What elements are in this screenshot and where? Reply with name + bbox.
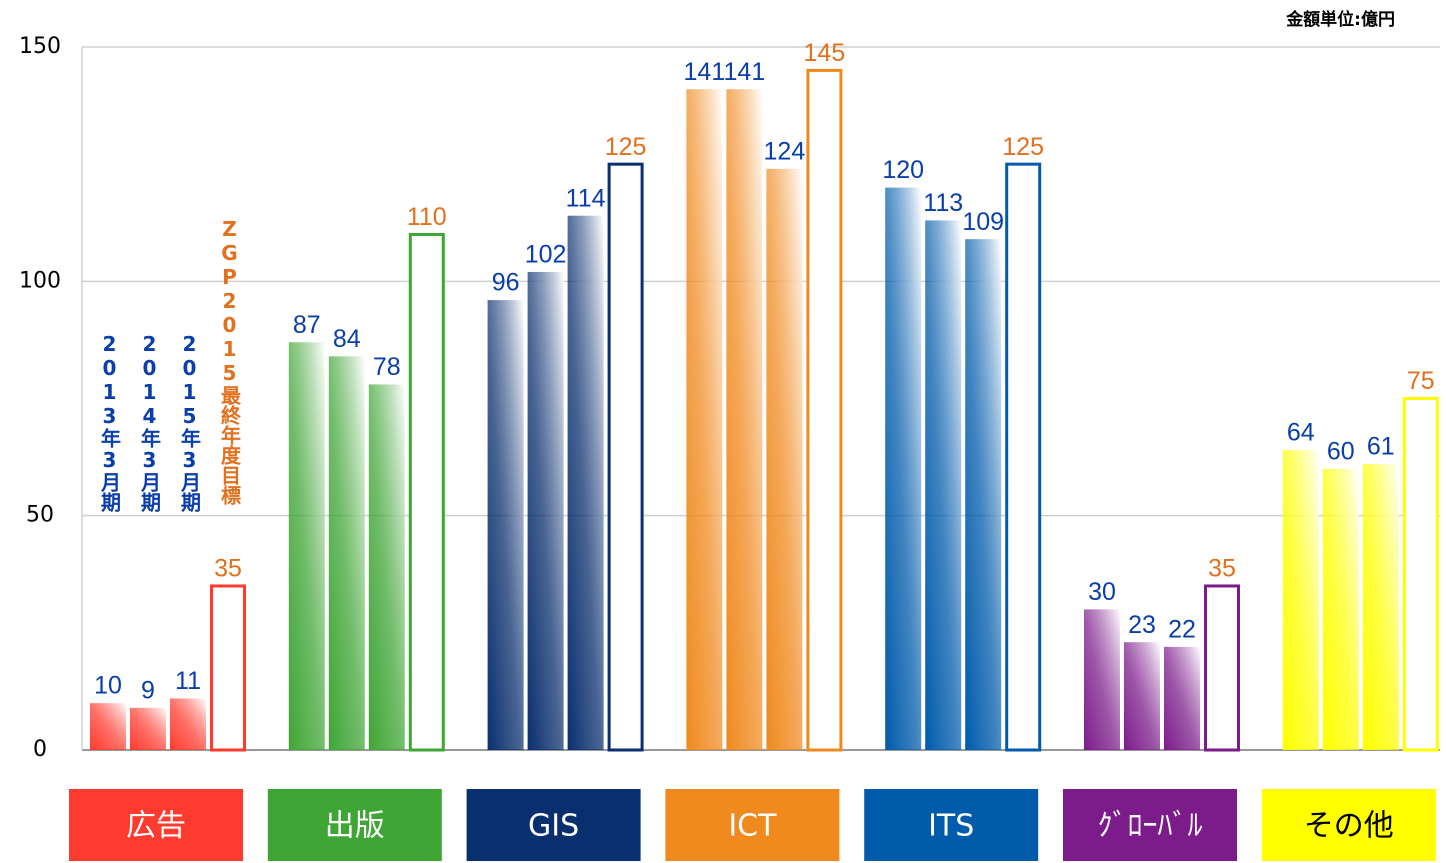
value-label: 145 (804, 39, 846, 67)
bar (965, 239, 1002, 751)
bar (766, 168, 803, 750)
target-bar (1005, 162, 1042, 752)
target-bar (408, 232, 445, 752)
bar (368, 384, 405, 750)
value-label: 78 (373, 353, 401, 381)
category-box (1063, 789, 1237, 861)
value-label: 30 (1088, 578, 1116, 606)
category-label: 出版 (325, 809, 385, 844)
bar (1282, 450, 1319, 750)
bar (130, 707, 166, 750)
bar (288, 342, 325, 750)
bar (170, 698, 206, 750)
category-box (466, 789, 641, 861)
category-label: その他 (1304, 809, 1394, 844)
target-bar (607, 162, 644, 752)
value-label: 75 (1407, 367, 1435, 395)
category-label: 広告 (126, 809, 186, 844)
value-label: 87 (293, 311, 321, 339)
value-label: 10 (94, 672, 122, 700)
value-label: 22 (1168, 616, 1196, 644)
value-label: 23 (1128, 611, 1156, 639)
value-label: 35 (214, 555, 242, 583)
bar (1362, 464, 1399, 750)
target-bar (1402, 397, 1439, 752)
category-box (267, 789, 442, 861)
value-label: 124 (764, 137, 806, 165)
value-label: 114 (566, 184, 606, 212)
value-label: 9 (141, 676, 155, 704)
value-label: 113 (923, 189, 963, 217)
bar (567, 215, 604, 751)
category-box (69, 789, 243, 861)
y-tick-label: 100 (19, 268, 61, 293)
unit-label: 金額単位:億円 (1285, 9, 1395, 30)
y-tick-label: 150 (19, 34, 61, 59)
value-label: 120 (882, 156, 924, 184)
value-label: 125 (605, 133, 647, 161)
value-label: 102 (525, 241, 567, 269)
legend-label: 2014年3月期 (138, 332, 162, 513)
value-label: 109 (962, 208, 1004, 236)
value-label: 141 (724, 58, 766, 86)
category-label: ICT (728, 809, 777, 844)
value-label: 60 (1327, 437, 1355, 465)
bar (726, 89, 763, 751)
value-label: 141 (684, 58, 726, 86)
value-label: 110 (407, 203, 447, 231)
bar (925, 220, 962, 750)
value-label: 125 (1002, 133, 1044, 161)
y-tick-label: 0 (33, 737, 47, 762)
target-bar (1204, 584, 1240, 752)
category-box (864, 789, 1039, 861)
bar (328, 356, 365, 750)
value-label: 96 (492, 269, 520, 297)
value-label: 84 (333, 325, 361, 353)
target-bar (806, 68, 843, 752)
value-label: 11 (175, 667, 201, 695)
category-label: GIS (528, 809, 579, 844)
category-label: ｸﾞﾛｰﾊﾞﾙ (1098, 809, 1203, 844)
bar (1322, 468, 1359, 750)
legend-label: ZGP2015最終年度目標 (218, 217, 242, 506)
legend-label: 2013年3月期 (98, 332, 122, 513)
category-box (665, 789, 840, 861)
category-box (1261, 789, 1436, 861)
target-bar (210, 584, 246, 752)
bar (686, 89, 723, 751)
bar (1164, 646, 1200, 750)
bar (527, 271, 564, 750)
bar (885, 187, 922, 751)
value-label: 61 (1367, 433, 1395, 461)
y-tick-label: 50 (26, 503, 54, 528)
value-label: 64 (1287, 419, 1315, 447)
value-label: 35 (1208, 555, 1236, 583)
bar (90, 703, 126, 750)
bar (1124, 642, 1160, 750)
bar (1084, 609, 1120, 750)
category-label: ITS (928, 809, 974, 844)
legend-label: 2015年3月期 (178, 332, 202, 513)
bar (487, 300, 524, 750)
